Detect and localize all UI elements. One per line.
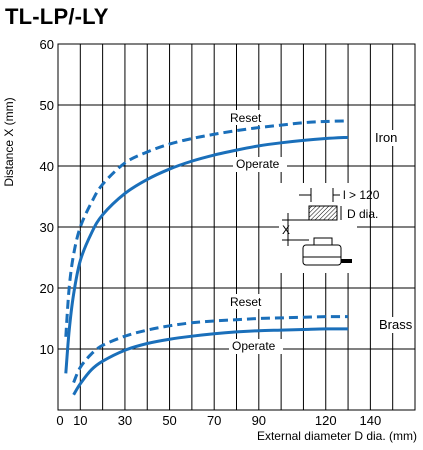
iron-label: Iron <box>375 130 397 145</box>
series-line-brass-operate <box>72 327 349 396</box>
inset-l-label: l > 120 <box>343 188 380 202</box>
series-line-iron-reset <box>64 119 349 337</box>
grid <box>58 43 415 410</box>
series-lines <box>64 119 349 396</box>
inset-sensor-cable <box>341 259 352 263</box>
label-knockout <box>375 317 415 333</box>
y-tick-label: 60 <box>40 37 54 52</box>
x-tick-label: 10 <box>73 413 87 428</box>
inset-d-label: D dia. <box>347 207 378 221</box>
y-axis-label: Distance X (mm) <box>2 97 16 186</box>
series-line-iron-operate <box>64 135 349 374</box>
y-tick-label: 20 <box>40 281 54 296</box>
inset-target-plate <box>308 205 338 221</box>
label-knockout <box>233 157 287 172</box>
y-tick-label: 50 <box>40 98 54 113</box>
x-tick-label: 30 <box>118 413 132 428</box>
x-tick-label: 120 <box>315 413 337 428</box>
y-tick-label: 30 <box>40 220 54 235</box>
brass-label: Brass <box>379 317 413 332</box>
brass-reset-label: Reset <box>230 295 262 309</box>
y-ticks: 10 20 30 40 50 60 <box>40 37 54 357</box>
y-tick-label: 40 <box>40 159 54 174</box>
inset-x-label: X <box>282 223 290 237</box>
inset-sensor-head <box>313 237 333 246</box>
label-knockout <box>372 130 402 146</box>
iron-reset-label: Reset <box>230 111 262 125</box>
x-axis-label: External diameter D dia. (mm) <box>257 429 417 443</box>
annotations: Reset Operate Iron Reset Operate Brass <box>230 111 413 353</box>
x-ticks: 0 10 30 50 70 90 120 140 <box>56 413 381 428</box>
x-tick-label: 70 <box>207 413 221 428</box>
label-knockout <box>227 294 263 309</box>
x-tick-label: 90 <box>252 413 266 428</box>
x-tick-label: 140 <box>360 413 382 428</box>
series-line-brass-reset <box>72 315 349 384</box>
chart-title: TL-LP/-LY <box>5 4 109 29</box>
label-knockout <box>229 339 283 354</box>
label-knockout <box>227 110 263 125</box>
y-tick-label: 10 <box>40 342 54 357</box>
plot-frame <box>57 43 416 411</box>
x-tick-label: 0 <box>56 413 63 428</box>
inset-diagram: l > 120 D dia. X <box>279 183 380 273</box>
x-tick-label: 50 <box>162 413 176 428</box>
brass-operate-label: Operate <box>232 339 276 353</box>
inset-sensor-body <box>302 244 342 266</box>
iron-operate-label: Operate <box>236 157 280 171</box>
